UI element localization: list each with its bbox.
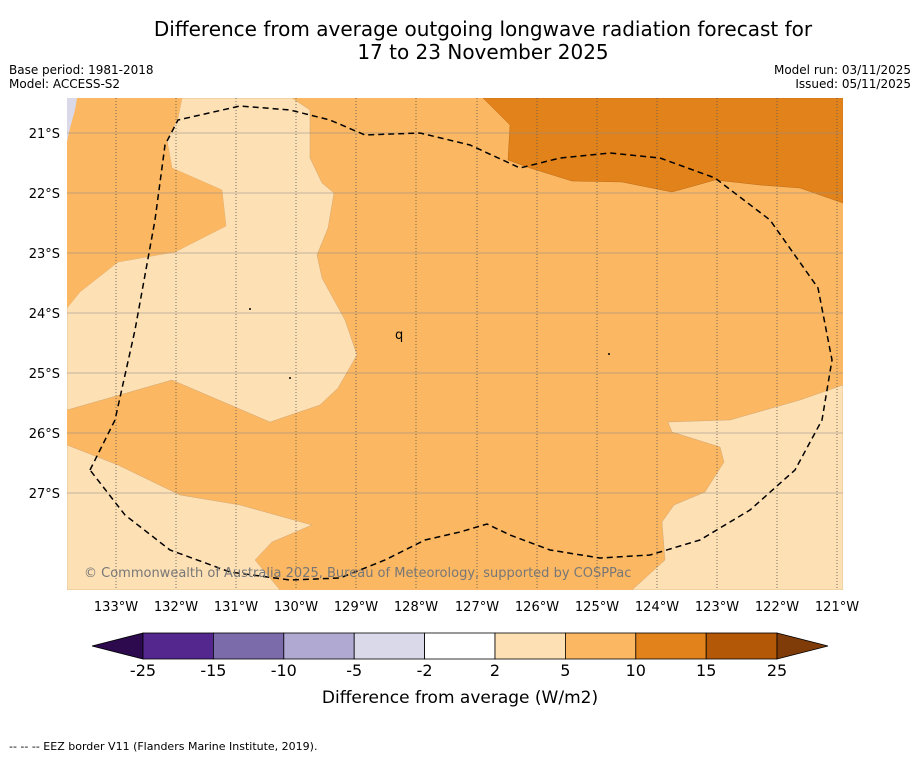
map-area: q © Commonwealth of Australia 2025, Bure… — [67, 98, 843, 590]
anomaly-minus-5-to-minus-2-sliver — [67, 98, 77, 142]
anomaly-2-to-5-region-southeast — [631, 384, 843, 590]
lon-label: 124°W — [635, 600, 679, 615]
latitude-lines — [67, 132, 843, 494]
colorbar-segment — [635, 632, 707, 660]
island-marker — [289, 377, 291, 379]
colorbar-ticks: -25 -15 -10 -5 -2 2 5 10 15 25 — [130, 661, 787, 680]
chart-title: Difference from average outgoing longwav… — [0, 18, 919, 64]
colorbar-tick: -2 — [417, 661, 433, 680]
colorbar-tick: 25 — [767, 661, 787, 680]
lon-label: 122°W — [755, 600, 799, 615]
lat-label: 26°S — [29, 427, 60, 442]
grid-lines — [115, 98, 838, 590]
colorbar-tick: -25 — [130, 661, 156, 680]
model-name: Model: ACCESS-S2 — [9, 77, 121, 91]
colorbar-tick: 5 — [560, 661, 570, 680]
issued-date: Issued: 05/11/2025 — [795, 77, 911, 91]
anomaly-5-to-10-region-northwest — [67, 98, 226, 308]
colorbar-segment — [142, 632, 214, 660]
meta-left: Base period: 1981-2018 Model: ACCESS-S2 — [9, 63, 154, 91]
colorbar-segment — [353, 632, 426, 660]
anomaly-10-to-15-region — [482, 98, 843, 204]
lat-label: 27°S — [29, 487, 60, 502]
meta-right: Model run: 03/11/2025 Issued: 05/11/2025 — [774, 63, 911, 91]
lat-label: 24°S — [29, 307, 60, 322]
lon-label: 133°W — [94, 600, 138, 615]
lat-label: 25°S — [29, 367, 60, 382]
colorbar-segment — [283, 632, 355, 660]
island-marker — [249, 308, 251, 310]
lon-label: 132°W — [154, 600, 198, 615]
eez-border — [89, 105, 833, 581]
lon-label: 127°W — [455, 600, 499, 615]
colorbar-segment — [424, 632, 496, 660]
title-line-2: 17 to 23 November 2025 — [357, 40, 609, 64]
lon-label: 128°W — [394, 600, 438, 615]
copyright-notice: © Commonwealth of Australia 2025, Bureau… — [84, 566, 631, 581]
colorbar-segment — [212, 632, 285, 660]
colorbar-tick: 10 — [626, 661, 646, 680]
colorbar-tick: -15 — [200, 661, 226, 680]
lon-label: 130°W — [274, 600, 318, 615]
colorbar-segment — [494, 632, 566, 660]
island-label: q — [395, 328, 403, 343]
eez-legend-note: -- -- -- EEZ border V11 (Flanders Marine… — [9, 740, 318, 753]
colorbar-tick: -5 — [346, 661, 362, 680]
colorbar-segment — [705, 632, 778, 660]
lon-label: 121°W — [815, 600, 859, 615]
colorbar-tick: 2 — [490, 661, 500, 680]
longitude-axis: 133°W 132°W 131°W 130°W 129°W 128°W 127°… — [94, 600, 859, 615]
lon-label: 131°W — [214, 600, 258, 615]
lon-label: 125°W — [575, 600, 619, 615]
lon-label: 129°W — [334, 600, 378, 615]
colorbar-extend-high — [776, 632, 829, 660]
model-run: Model run: 03/11/2025 — [773, 63, 911, 77]
title-line-1: Difference from average outgoing longwav… — [153, 17, 813, 41]
lat-label: 21°S — [29, 127, 60, 142]
lat-label: 23°S — [29, 247, 60, 262]
island-marker — [608, 353, 610, 355]
lat-label: 22°S — [29, 187, 60, 202]
colorbar-label: Difference from average (W/m2) — [322, 688, 598, 708]
lon-label: 123°W — [695, 600, 739, 615]
colorbar-segment — [565, 632, 637, 660]
lon-label: 126°W — [515, 600, 559, 615]
colorbar-tick: 15 — [696, 661, 716, 680]
latitude-axis: 21°S 22°S 23°S 24°S 25°S 26°S 27°S — [29, 127, 60, 502]
colorbar-tick: -10 — [271, 661, 297, 680]
colorbar: -25 -15 -10 -5 -2 2 5 10 15 25 Differenc… — [91, 632, 829, 708]
anomaly-2-to-5-region-southwest — [67, 444, 313, 590]
base-period: Base period: 1981-2018 — [9, 63, 154, 77]
colorbar-extend-low — [91, 632, 144, 660]
